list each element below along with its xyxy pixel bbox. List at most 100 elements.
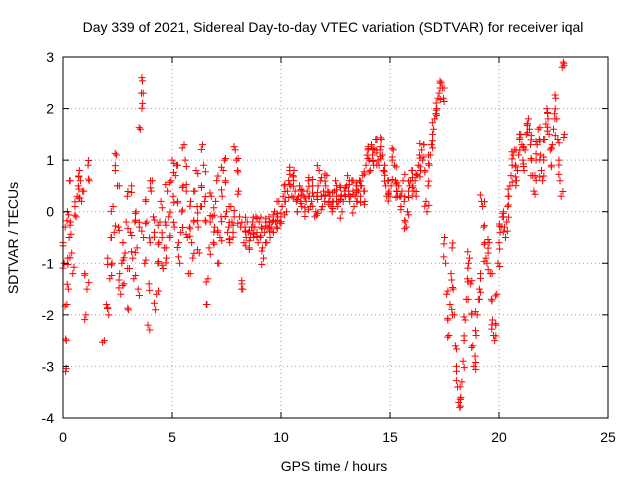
data-points bbox=[59, 58, 568, 412]
data-point bbox=[412, 187, 420, 195]
data-point bbox=[378, 151, 386, 159]
data-point bbox=[548, 141, 556, 149]
data-point bbox=[507, 172, 515, 180]
data-point bbox=[188, 239, 196, 247]
data-point bbox=[443, 290, 451, 298]
data-point bbox=[66, 254, 74, 262]
data-point bbox=[82, 311, 90, 319]
data-point bbox=[400, 197, 408, 205]
data-point bbox=[214, 227, 222, 235]
data-point bbox=[484, 244, 492, 252]
data-point bbox=[174, 161, 182, 169]
data-point bbox=[123, 192, 131, 200]
data-point bbox=[315, 166, 323, 174]
data-point bbox=[124, 264, 132, 272]
data-point bbox=[468, 343, 476, 351]
data-point bbox=[349, 177, 357, 185]
data-point bbox=[543, 108, 551, 116]
data-point bbox=[182, 163, 190, 171]
data-point bbox=[435, 89, 443, 97]
data-point bbox=[151, 233, 159, 241]
data-point bbox=[218, 186, 226, 194]
data-point bbox=[175, 239, 183, 247]
data-point bbox=[142, 220, 150, 228]
data-point bbox=[179, 182, 187, 190]
data-point bbox=[192, 166, 200, 174]
data-point bbox=[526, 125, 534, 133]
data-point bbox=[365, 168, 373, 176]
data-point bbox=[317, 174, 325, 182]
data-point bbox=[132, 216, 140, 224]
data-point bbox=[136, 125, 144, 133]
data-point bbox=[111, 149, 119, 157]
data-point bbox=[155, 287, 163, 295]
data-point bbox=[560, 60, 568, 68]
data-point bbox=[199, 141, 207, 149]
data-point bbox=[414, 161, 422, 169]
data-point bbox=[408, 184, 416, 192]
data-point bbox=[170, 218, 178, 226]
data-point bbox=[559, 58, 567, 66]
data-point bbox=[322, 182, 330, 190]
data-point bbox=[170, 223, 178, 231]
data-point bbox=[108, 259, 116, 267]
data-point bbox=[62, 337, 70, 345]
data-point bbox=[81, 271, 89, 279]
data-point bbox=[447, 270, 455, 278]
data-point bbox=[124, 224, 132, 232]
data-point bbox=[491, 337, 499, 345]
data-point bbox=[520, 166, 528, 174]
data-point bbox=[146, 286, 154, 294]
data-point bbox=[282, 208, 290, 216]
data-point bbox=[119, 282, 127, 290]
data-point bbox=[401, 225, 409, 233]
data-point bbox=[151, 216, 159, 224]
data-point bbox=[208, 213, 216, 221]
data-point bbox=[504, 201, 512, 209]
data-point bbox=[359, 172, 367, 180]
data-point bbox=[470, 362, 478, 370]
data-point bbox=[536, 173, 544, 181]
data-point bbox=[401, 193, 409, 201]
data-point bbox=[116, 270, 124, 278]
data-point bbox=[444, 287, 452, 295]
data-point bbox=[436, 77, 444, 85]
data-point bbox=[317, 206, 325, 214]
data-point bbox=[341, 184, 349, 192]
axis-ticks: 0 5 10 15 20 25 -4 -3 -2 -1 0 1 2 3 bbox=[42, 49, 616, 445]
data-point bbox=[339, 197, 347, 205]
data-point bbox=[218, 237, 226, 245]
data-point bbox=[427, 141, 435, 149]
data-point bbox=[145, 280, 153, 288]
data-point bbox=[446, 301, 454, 309]
data-point bbox=[362, 161, 370, 169]
data-point bbox=[436, 96, 444, 103]
data-point bbox=[120, 280, 128, 288]
data-point bbox=[412, 170, 420, 178]
data-point bbox=[456, 402, 464, 410]
data-point bbox=[138, 74, 146, 82]
x-tick-label: 20 bbox=[491, 429, 507, 445]
data-point bbox=[140, 234, 148, 241]
data-point bbox=[555, 139, 563, 147]
data-point bbox=[409, 182, 417, 190]
data-point bbox=[245, 245, 253, 253]
data-point bbox=[278, 203, 286, 211]
data-point bbox=[521, 146, 529, 154]
data-point bbox=[147, 187, 155, 195]
data-point bbox=[171, 172, 179, 180]
data-point bbox=[115, 182, 123, 190]
data-point bbox=[421, 202, 429, 210]
data-point bbox=[508, 178, 516, 186]
data-point bbox=[425, 161, 433, 169]
data-point bbox=[424, 182, 432, 190]
data-point bbox=[146, 326, 154, 334]
data-point bbox=[154, 221, 162, 229]
data-point bbox=[324, 187, 332, 195]
y-tick-label: 3 bbox=[46, 49, 54, 65]
data-point bbox=[421, 168, 429, 176]
data-point bbox=[305, 206, 313, 214]
data-point bbox=[437, 79, 445, 87]
data-point bbox=[444, 314, 452, 322]
data-point bbox=[103, 301, 111, 309]
